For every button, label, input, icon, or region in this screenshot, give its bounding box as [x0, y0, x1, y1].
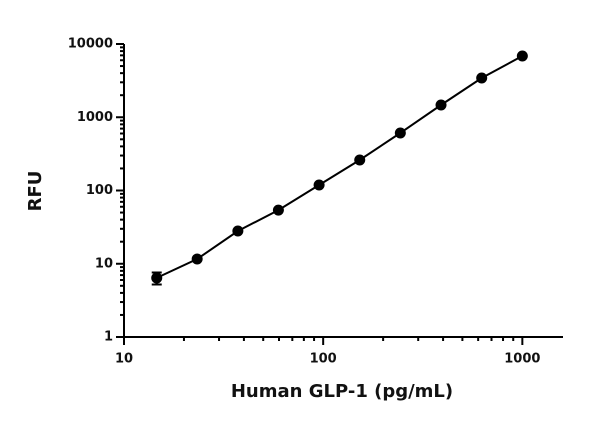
data-point: [151, 272, 163, 284]
x-tick-label: 100: [310, 352, 337, 367]
data-point: [435, 99, 447, 111]
y-tick-label: 100: [86, 183, 113, 198]
fit-line: [156, 55, 523, 279]
data-point: [272, 204, 284, 216]
y-tick-label: 1: [104, 330, 113, 345]
x-tick-label: 10: [115, 352, 133, 367]
data-point: [354, 154, 366, 166]
data-point: [476, 72, 488, 84]
y-tick-label: 10000: [68, 37, 113, 52]
y-tick-label: 10: [95, 256, 113, 271]
data-point: [313, 179, 325, 191]
x-tick-label: 1000: [504, 352, 540, 367]
data-point: [232, 225, 244, 237]
y-tick-label: 1000: [77, 110, 113, 125]
y-axis-title: RFU: [25, 171, 46, 212]
data-point: [394, 127, 406, 139]
data-point: [191, 253, 203, 265]
data-point: [516, 50, 528, 62]
x-axis-title: Human GLP-1 (pg/mL): [231, 381, 453, 402]
